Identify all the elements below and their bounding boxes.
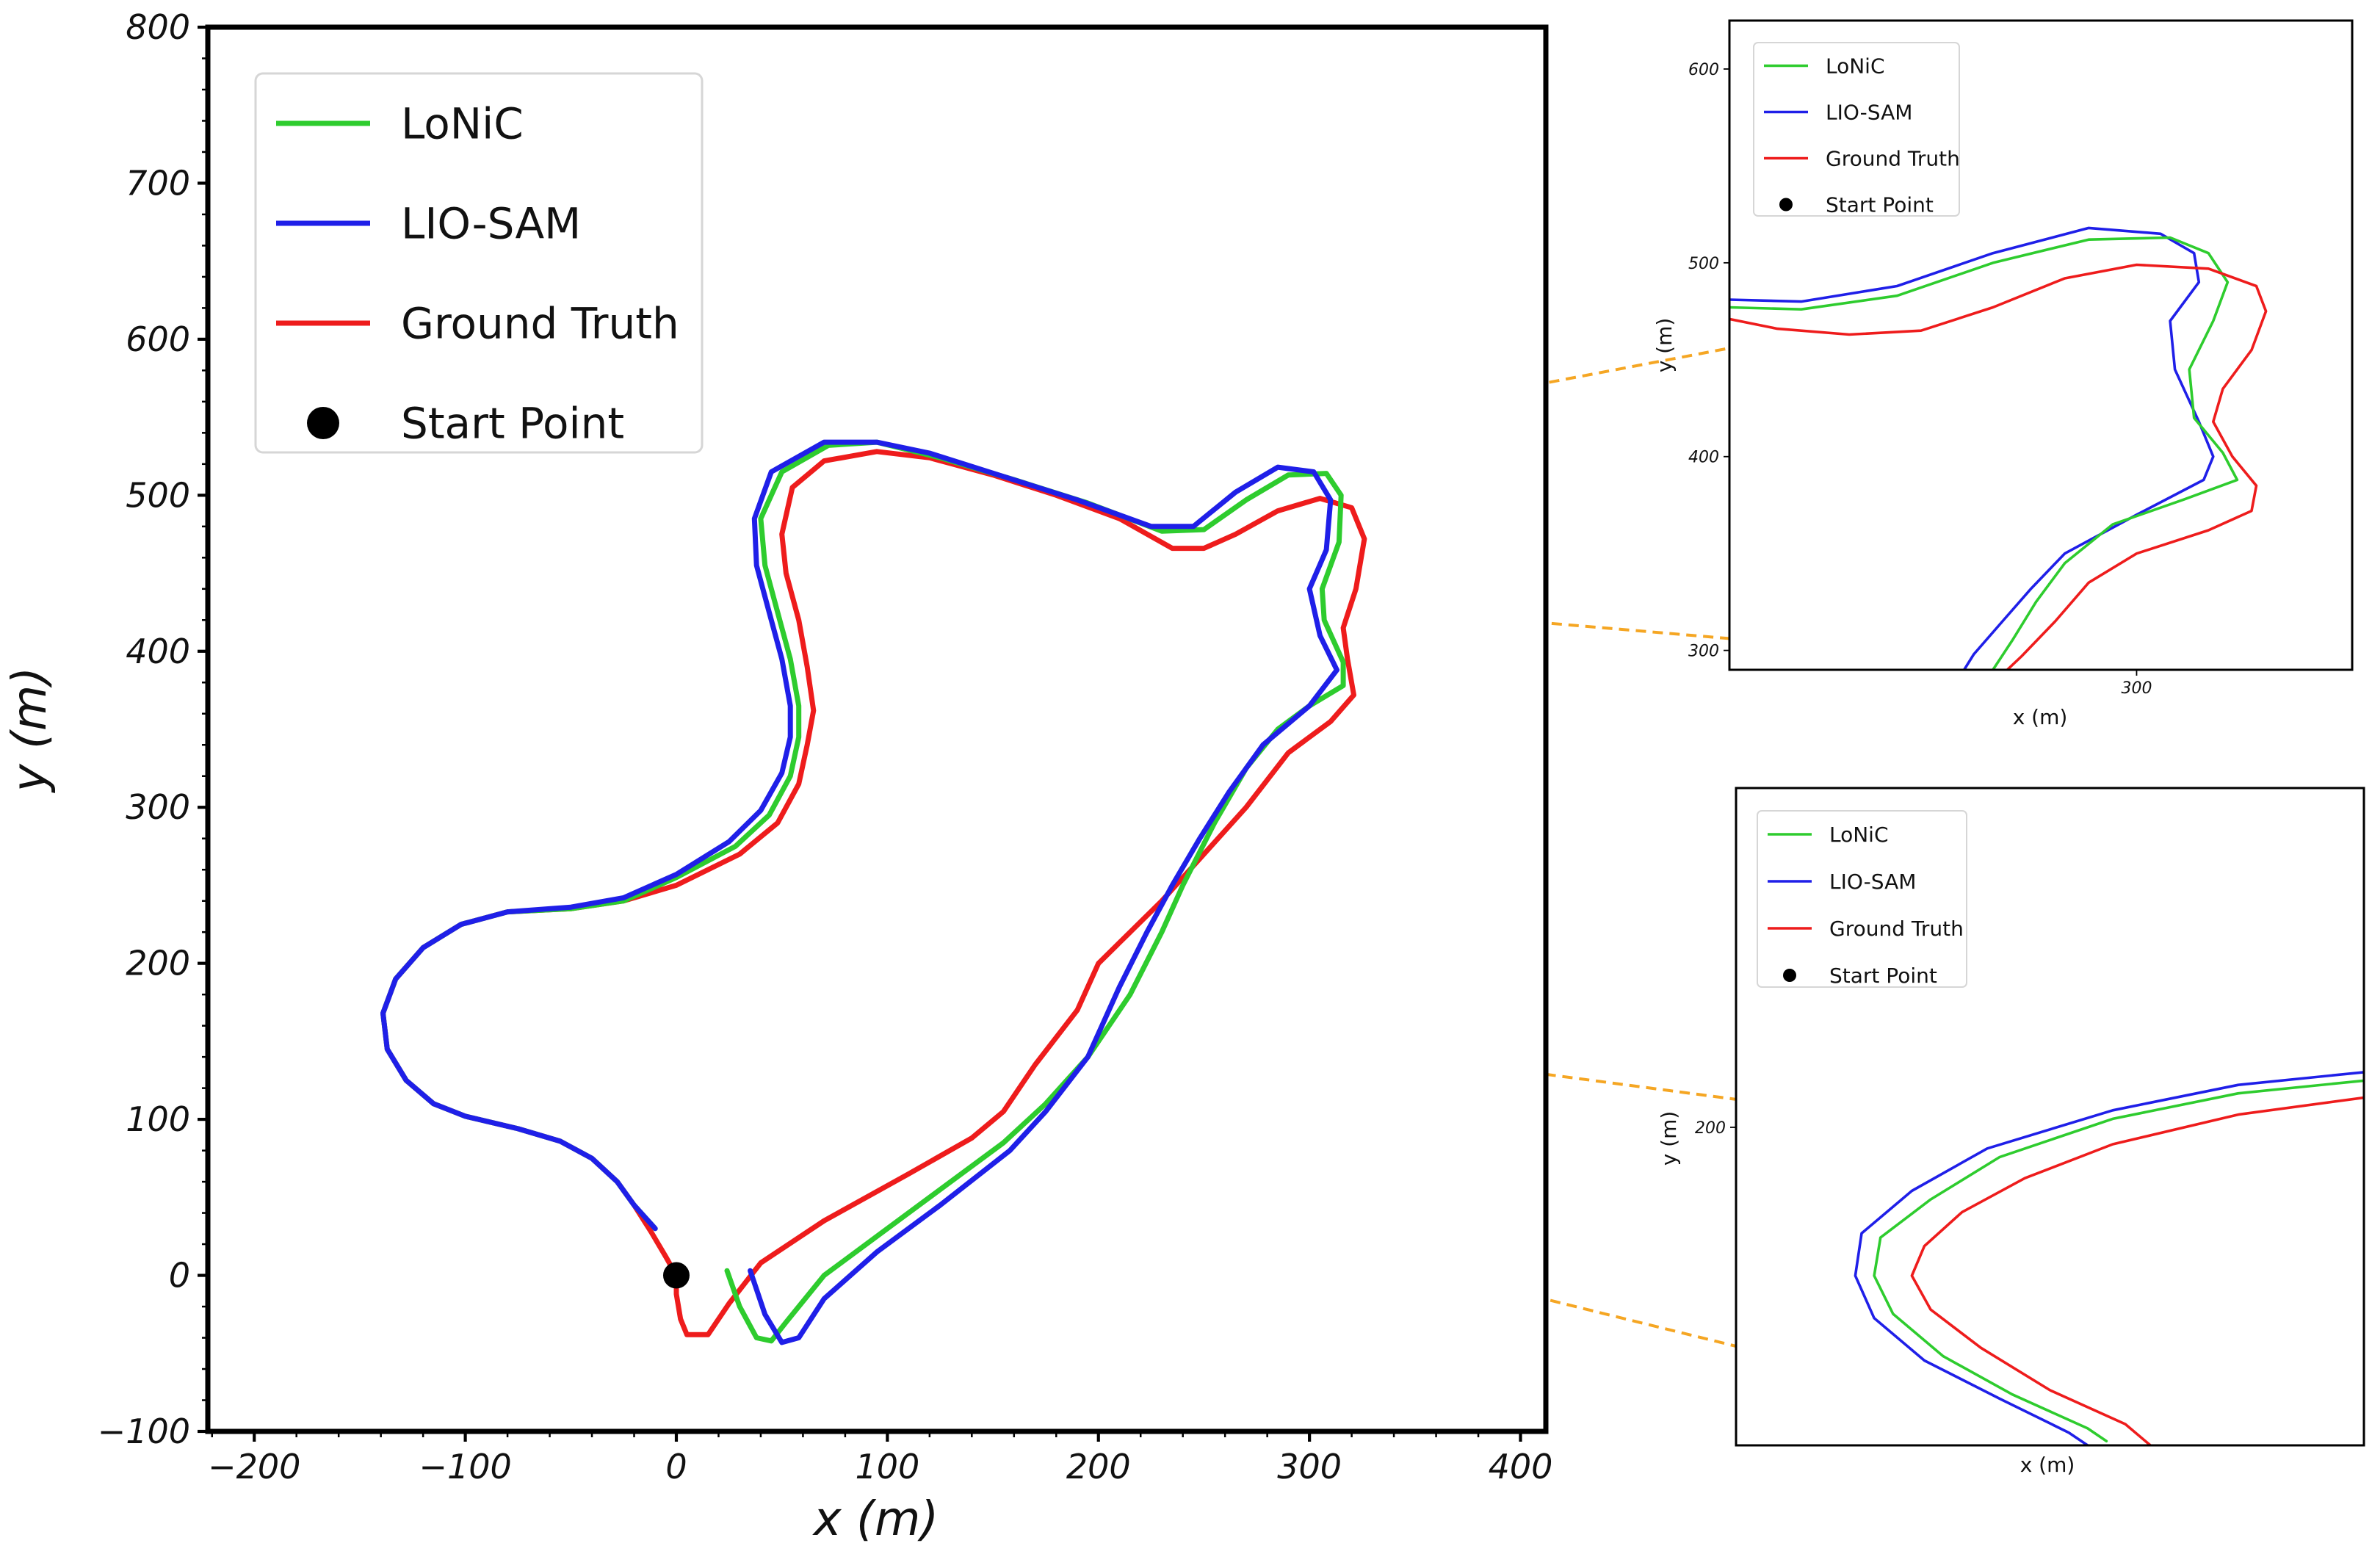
legend-label-lonic: LoNiC [1829,823,1889,847]
x-tick-label: 400 [1489,1447,1553,1486]
y-tick-label: 300 [126,787,190,827]
legend-label-start: Start Point [1826,192,1934,217]
legend-marker-start [307,407,339,439]
x-tick-label: 300 [2121,679,2152,698]
y-tick-label: 300 [1688,643,1719,661]
series-group [1854,1071,2364,1445]
legend-label-ground_truth: Ground Truth [401,298,679,348]
legend-label-lio_sam: LIO-SAM [401,198,581,248]
y-axis-label: y (m) [1657,1111,1681,1166]
legend-label-lonic: LoNiC [401,98,524,148]
y-tick-label: 600 [1688,61,1719,79]
start-point-marker [662,1262,690,1289]
y-axis-label: y (m) [3,667,57,794]
legend-box [1753,42,1960,217]
zoom-inset-top: 300 300 400 500 600 x (m) y (m) LoNiC LIO-SAM Gro… [1652,19,2354,729]
x-axis-label: x (m) [2013,705,2068,729]
legend-marker-start [1779,198,1793,212]
x-tick-label: −100 [419,1447,511,1486]
legend-label-lonic: LoNiC [1826,54,1885,78]
legend-label-start: Start Point [1829,964,1937,988]
y-tick-label: 400 [126,632,190,671]
zoom-inset-bottom: 200 x (m) y (m) LoNiC LIO-SAM Ground Truth Sta… [1657,787,2365,1477]
y-axis-label: y (m) [1652,318,1677,373]
legend: LoNiC LIO-SAM Ground Truth Start Point [1753,42,1960,217]
y-tick-label: 800 [126,7,190,47]
y-tick-label: 200 [1695,1119,1726,1138]
legend-label-start: Start Point [401,398,624,448]
x-axis-label: x (m) [812,1492,939,1547]
series-line-lio_sam [1729,226,2215,670]
x-tick-label: 0 [665,1447,687,1486]
legend: LoNiC LIO-SAM Ground Truth Start Point [1757,810,1967,988]
series-line-lio_sam [1854,1071,2364,1445]
x-tick-label: −200 [208,1447,300,1486]
legend-label-lio_sam: LIO-SAM [1829,870,1916,894]
y-tick-label: 0 [169,1256,190,1296]
series-group [380,439,1367,1345]
plot-frame [1735,787,2365,1447]
y-tick-label: −100 [98,1412,190,1451]
y-tick-label: 200 [126,944,190,983]
series-line-lio_sam [380,439,1339,1345]
plot-frame [1728,19,2354,671]
x-tick-label: 200 [1066,1447,1131,1486]
legend-label-ground_truth: Ground Truth [1829,917,1964,941]
legend-box [1757,810,1967,988]
main-trajectory-chart: −200 −100 0 100 200 300 400 −100 0 100 200 300 400 50… [3,7,1552,1547]
series-line-lonic [1729,236,2239,670]
y-tick-label: 600 [126,319,190,359]
y-tick-label: 400 [1688,449,1719,467]
series-line-ground_truth [1910,1096,2364,1445]
legend-marker-start [1783,969,1796,982]
y-tick-label: 500 [1688,255,1719,273]
x-axis-label: x (m) [2020,1453,2075,1477]
y-tick-label: 700 [126,163,190,203]
legend: LoNiC LIO-SAM Ground Truth Start Point [254,72,704,454]
x-tick-label: 300 [1277,1447,1342,1486]
series-line-ground_truth [1729,263,2268,670]
series-group [1729,226,2268,670]
legend-label-lio_sam: LIO-SAM [1826,100,1912,124]
x-tick-label: 100 [855,1447,919,1486]
series-line-lonic [1873,1079,2364,1442]
y-tick-label: 500 [126,475,190,515]
legend-label-ground_truth: Ground Truth [1826,146,1960,170]
legend-box [254,72,704,454]
y-tick-label: 100 [126,1099,190,1139]
plot-frame [205,24,1549,1434]
